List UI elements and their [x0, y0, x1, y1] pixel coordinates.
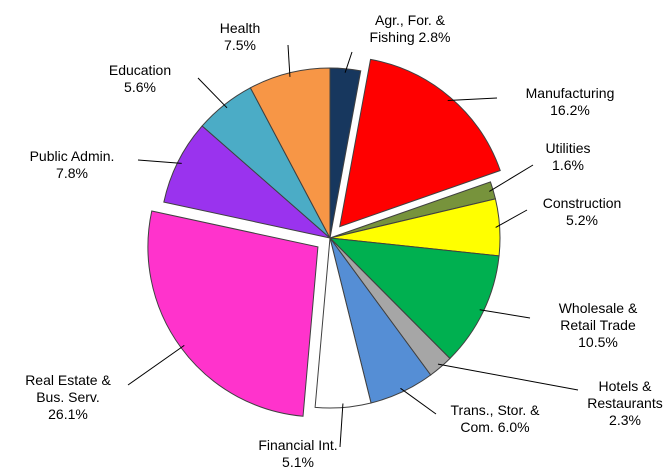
slice-label: Trans., Stor. & Com. 6.0%	[438, 402, 552, 436]
category-name: Trans., Stor. & Com.	[450, 402, 540, 435]
category-name: Real Estate & Bus. Serv.	[25, 372, 111, 405]
slice-label: Real Estate & Bus. Serv. 26.1%	[13, 372, 123, 423]
category-name: Wholesale & Retail Trade	[558, 300, 638, 333]
value-label: 7.5%	[224, 37, 256, 53]
leader-line	[287, 44, 291, 77]
leader-line	[127, 344, 185, 386]
category-name: Manufacturing	[525, 85, 615, 101]
slice-label: Construction 5.2%	[527, 195, 637, 229]
slice-label: Education 5.6%	[85, 62, 195, 96]
category-name: Hotels & Restaurants	[587, 378, 663, 411]
slice-label: Utilities 1.6%	[523, 140, 613, 174]
value-label: 5.1%	[282, 454, 314, 470]
leader-line	[339, 403, 344, 448]
value-label: 6.0%	[497, 419, 530, 435]
slice-label: Manufacturing 16.2%	[510, 85, 630, 119]
pie-slice	[249, 67, 331, 239]
slice-label: Agr., For. & Fishing 2.8%	[356, 12, 464, 46]
leader-line	[137, 159, 182, 164]
leader-line	[479, 309, 531, 319]
slice-label: Public Admin. 7.8%	[7, 148, 137, 182]
value-label: 26.1%	[48, 406, 88, 422]
leader-line	[197, 77, 228, 109]
value-label: 2.3%	[609, 412, 641, 428]
value-label: 16.2%	[550, 102, 590, 118]
slice-label: Wholesale & Retail Trade 10.5%	[551, 300, 646, 351]
category-name: Financial Int.	[258, 437, 338, 453]
category-name: Utilities	[545, 140, 591, 156]
category-name: Education	[108, 62, 172, 78]
category-name: Construction	[542, 195, 622, 211]
value-label: 10.5%	[578, 334, 618, 350]
value-label: 5.2%	[566, 212, 598, 228]
slice-label: Financial Int. 5.1%	[248, 437, 348, 471]
value-label: 5.6%	[124, 79, 156, 95]
value-label: 2.8%	[418, 29, 451, 45]
slice-label: Hotels & Restaurants 2.3%	[581, 378, 669, 429]
leader-line	[495, 209, 528, 228]
category-name: Public Admin.	[29, 148, 115, 164]
pie-slice	[147, 210, 319, 417]
leader-line	[437, 363, 579, 391]
value-label: 1.6%	[552, 157, 584, 173]
leader-line	[344, 51, 353, 73]
slice-label: Health 7.5%	[185, 20, 295, 54]
pie-slice	[339, 58, 501, 228]
category-name: Health	[219, 20, 261, 36]
pie-slice	[314, 237, 372, 409]
leader-line	[447, 97, 498, 102]
leader-line	[489, 164, 534, 192]
pie-slice	[328, 237, 500, 360]
category-name: Agr., For. & Fishing	[369, 12, 446, 45]
leader-line	[400, 387, 437, 415]
value-label: 7.8%	[56, 165, 88, 181]
